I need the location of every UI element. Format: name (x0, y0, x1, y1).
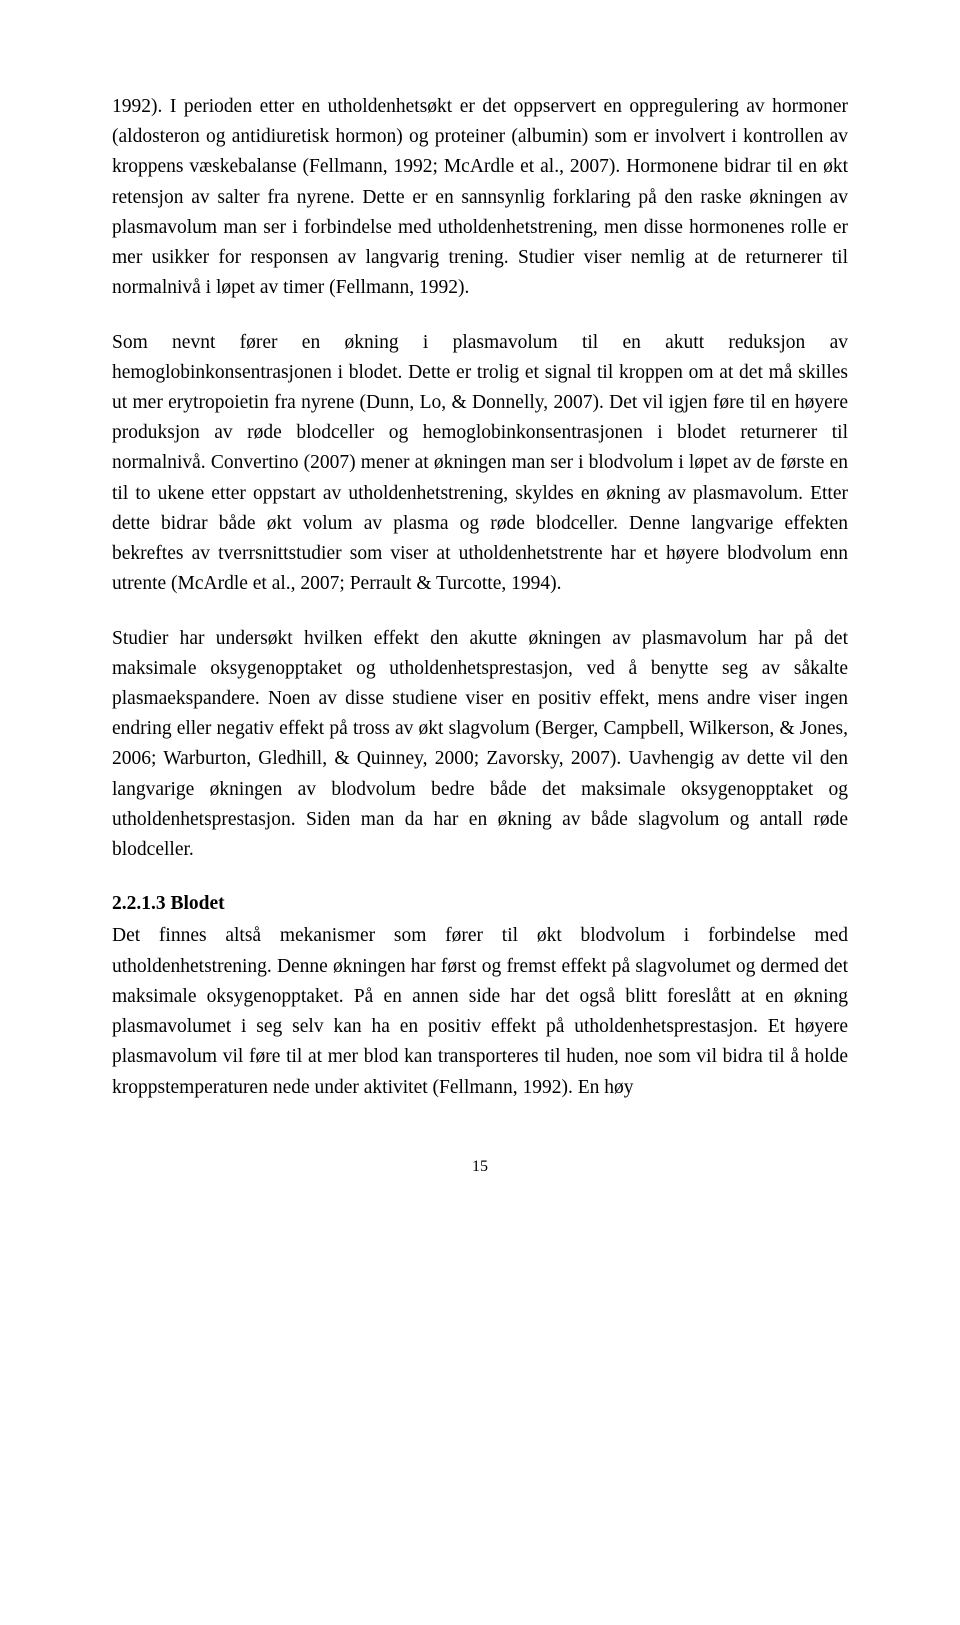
body-paragraph: Som nevnt fører en økning i plasmavolum … (112, 328, 848, 600)
section-block: 2.2.1.3 Blodet Det finnes altså mekanism… (112, 889, 848, 1103)
section-body-paragraph: Det finnes altså mekanismer som fører ti… (112, 921, 848, 1102)
section-heading: 2.2.1.3 Blodet (112, 889, 848, 919)
page-number: 15 (112, 1158, 848, 1176)
body-paragraph: Studier har undersøkt hvilken effekt den… (112, 624, 848, 866)
body-paragraph: 1992). I perioden etter en utholdenhetsø… (112, 92, 848, 304)
